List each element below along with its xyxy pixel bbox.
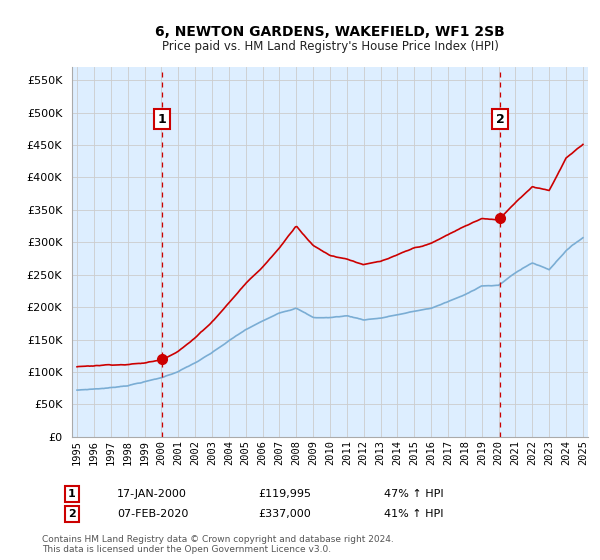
Text: 6, NEWTON GARDENS, WAKEFIELD, WF1 2SB: 6, NEWTON GARDENS, WAKEFIELD, WF1 2SB (155, 25, 505, 39)
Text: £119,995: £119,995 (258, 489, 311, 499)
Text: 2: 2 (68, 509, 76, 519)
Text: 1: 1 (68, 489, 76, 499)
Text: 41% ↑ HPI: 41% ↑ HPI (384, 509, 443, 519)
Text: 07-FEB-2020: 07-FEB-2020 (117, 509, 188, 519)
Text: Contains HM Land Registry data © Crown copyright and database right 2024.
This d: Contains HM Land Registry data © Crown c… (42, 535, 394, 554)
Text: 47% ↑ HPI: 47% ↑ HPI (384, 489, 443, 499)
Text: 17-JAN-2000: 17-JAN-2000 (117, 489, 187, 499)
Text: Price paid vs. HM Land Registry's House Price Index (HPI): Price paid vs. HM Land Registry's House … (161, 40, 499, 53)
Text: £337,000: £337,000 (258, 509, 311, 519)
Text: 1: 1 (158, 113, 166, 125)
Text: 2: 2 (496, 113, 505, 125)
